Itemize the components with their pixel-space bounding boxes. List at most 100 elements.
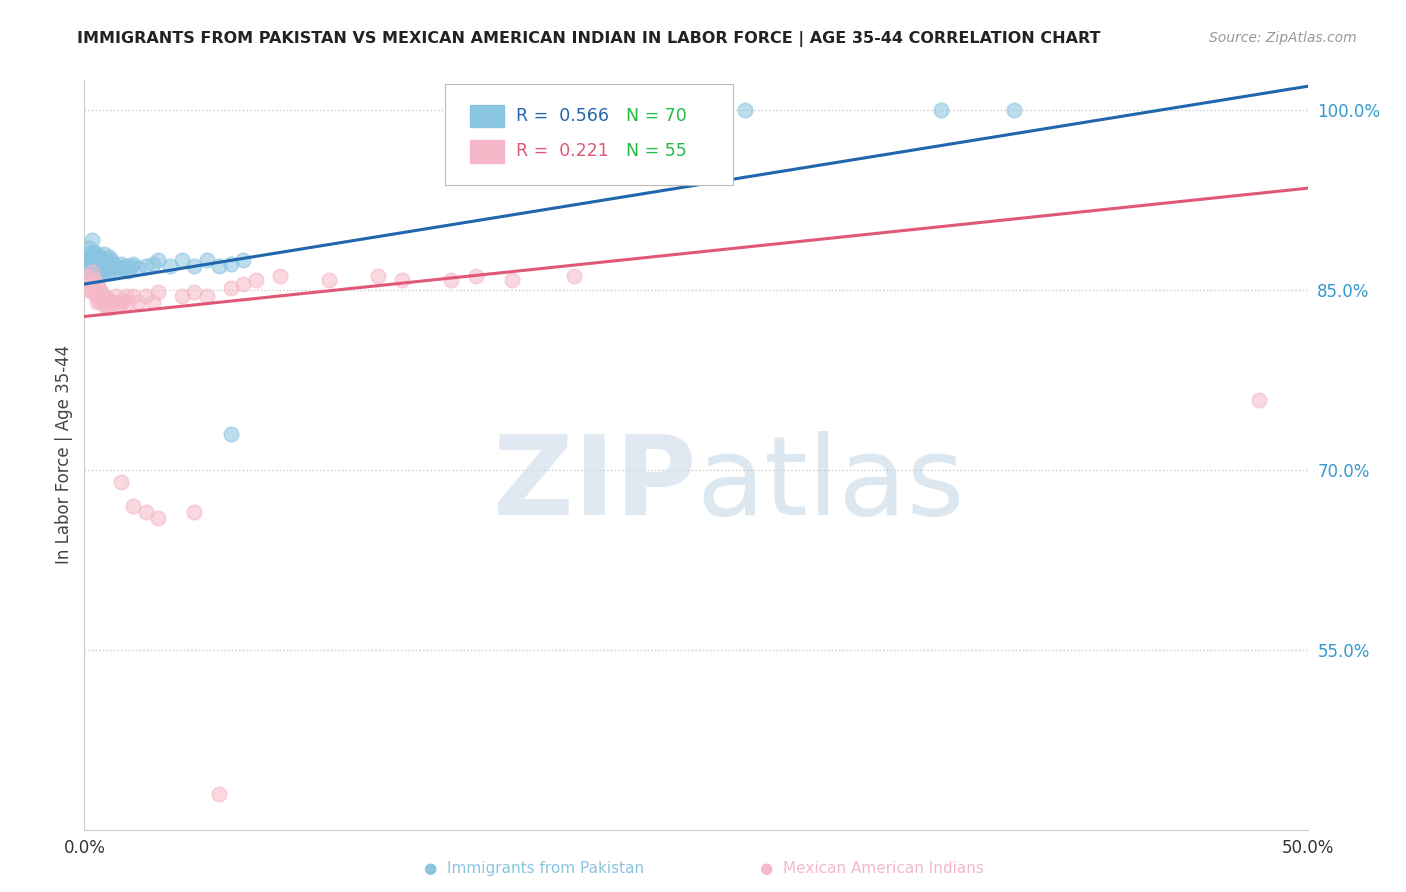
Point bbox=[77, 283, 100, 297]
Point bbox=[489, 103, 512, 118]
Point bbox=[464, 268, 486, 283]
Point bbox=[97, 293, 120, 307]
Point bbox=[127, 295, 149, 310]
Point bbox=[142, 257, 165, 271]
Text: Source: ZipAtlas.com: Source: ZipAtlas.com bbox=[1209, 31, 1357, 45]
Point bbox=[100, 253, 122, 268]
Point bbox=[103, 265, 125, 279]
Point bbox=[96, 253, 118, 268]
Text: R =  0.221: R = 0.221 bbox=[516, 143, 609, 161]
Point bbox=[513, 103, 536, 118]
Point bbox=[90, 250, 112, 264]
Point bbox=[115, 259, 138, 273]
Point bbox=[80, 259, 103, 273]
Point bbox=[80, 247, 103, 261]
Point bbox=[107, 297, 129, 311]
Point bbox=[734, 103, 756, 118]
Point bbox=[83, 250, 105, 264]
Point bbox=[195, 289, 218, 303]
Bar bbox=[470, 105, 503, 128]
Point bbox=[86, 277, 108, 291]
Point bbox=[232, 277, 254, 291]
FancyBboxPatch shape bbox=[446, 84, 733, 186]
Point bbox=[219, 281, 242, 295]
Point bbox=[269, 268, 291, 283]
Point bbox=[87, 253, 110, 268]
Point bbox=[219, 257, 242, 271]
Point bbox=[146, 253, 169, 268]
Point bbox=[80, 233, 103, 247]
Point bbox=[86, 265, 108, 279]
Point bbox=[80, 285, 103, 300]
Point bbox=[112, 293, 135, 307]
Point bbox=[86, 259, 108, 273]
Point bbox=[80, 265, 103, 279]
Text: N = 70: N = 70 bbox=[626, 107, 688, 125]
Point bbox=[685, 103, 707, 118]
Point bbox=[87, 293, 110, 307]
Point bbox=[110, 295, 132, 310]
Point bbox=[110, 257, 132, 271]
Point bbox=[90, 257, 112, 271]
Point bbox=[83, 257, 105, 271]
Point bbox=[636, 103, 658, 118]
Point bbox=[146, 285, 169, 300]
Point bbox=[208, 787, 231, 801]
Point bbox=[83, 273, 105, 287]
Text: ●  Immigrants from Pakistan: ● Immigrants from Pakistan bbox=[425, 861, 644, 876]
Text: IMMIGRANTS FROM PAKISTAN VS MEXICAN AMERICAN INDIAN IN LABOR FORCE | AGE 35-44 C: IMMIGRANTS FROM PAKISTAN VS MEXICAN AMER… bbox=[77, 31, 1101, 47]
Point bbox=[502, 103, 524, 118]
Point bbox=[232, 253, 254, 268]
Point bbox=[83, 285, 105, 300]
Point bbox=[245, 273, 267, 287]
Point bbox=[117, 264, 139, 278]
Point bbox=[219, 426, 242, 441]
Point bbox=[172, 253, 194, 268]
Point bbox=[93, 289, 115, 303]
Point bbox=[90, 285, 112, 300]
Point bbox=[117, 295, 139, 310]
Point bbox=[172, 289, 194, 303]
Point bbox=[77, 241, 100, 255]
Point bbox=[367, 268, 389, 283]
Point bbox=[142, 295, 165, 310]
Point bbox=[195, 253, 218, 268]
Point bbox=[96, 300, 118, 314]
Point bbox=[97, 250, 120, 264]
Text: R =  0.566: R = 0.566 bbox=[516, 107, 609, 125]
Point bbox=[90, 295, 112, 310]
Point bbox=[93, 297, 115, 311]
Point bbox=[453, 103, 475, 118]
Point bbox=[96, 290, 118, 304]
Point bbox=[97, 265, 120, 279]
Point bbox=[100, 261, 122, 276]
Text: ●  Mexican American Indians: ● Mexican American Indians bbox=[759, 861, 984, 876]
Point bbox=[83, 261, 105, 276]
Point bbox=[86, 289, 108, 303]
Point bbox=[93, 255, 115, 269]
Point bbox=[120, 259, 142, 273]
Point bbox=[87, 281, 110, 295]
Point bbox=[76, 259, 98, 273]
Point bbox=[586, 103, 609, 118]
Point bbox=[97, 301, 120, 315]
Point bbox=[76, 253, 98, 268]
Point bbox=[93, 262, 115, 277]
Point bbox=[87, 268, 110, 283]
Point bbox=[183, 505, 205, 519]
Point bbox=[87, 261, 110, 276]
Point bbox=[122, 257, 145, 271]
Point bbox=[107, 261, 129, 276]
Point bbox=[77, 273, 100, 287]
Point bbox=[97, 257, 120, 271]
Point bbox=[90, 264, 112, 278]
Point bbox=[80, 253, 103, 268]
Point bbox=[159, 259, 181, 273]
Point bbox=[112, 261, 135, 276]
Point bbox=[77, 250, 100, 264]
Point bbox=[76, 247, 98, 261]
Point bbox=[1247, 393, 1270, 408]
Point bbox=[86, 295, 108, 310]
Point bbox=[135, 289, 157, 303]
Text: ZIP: ZIP bbox=[492, 432, 696, 539]
